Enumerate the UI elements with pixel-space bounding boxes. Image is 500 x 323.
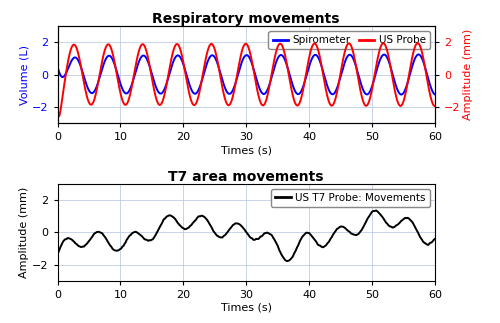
Legend: US T7 Probe: Movements: US T7 Probe: Movements	[271, 189, 430, 207]
Legend: Spirometer, US Probe: Spirometer, US Probe	[268, 31, 430, 49]
X-axis label: Times (s): Times (s)	[221, 303, 272, 313]
Title: Respiratory movements: Respiratory movements	[152, 12, 340, 26]
X-axis label: Times (s): Times (s)	[221, 145, 272, 155]
Y-axis label: Volume (L): Volume (L)	[19, 45, 29, 105]
Y-axis label: Amplitude (mm): Amplitude (mm)	[464, 29, 473, 120]
Y-axis label: Amplitude (mm): Amplitude (mm)	[19, 187, 29, 278]
Title: T7 area movements: T7 area movements	[168, 170, 324, 183]
